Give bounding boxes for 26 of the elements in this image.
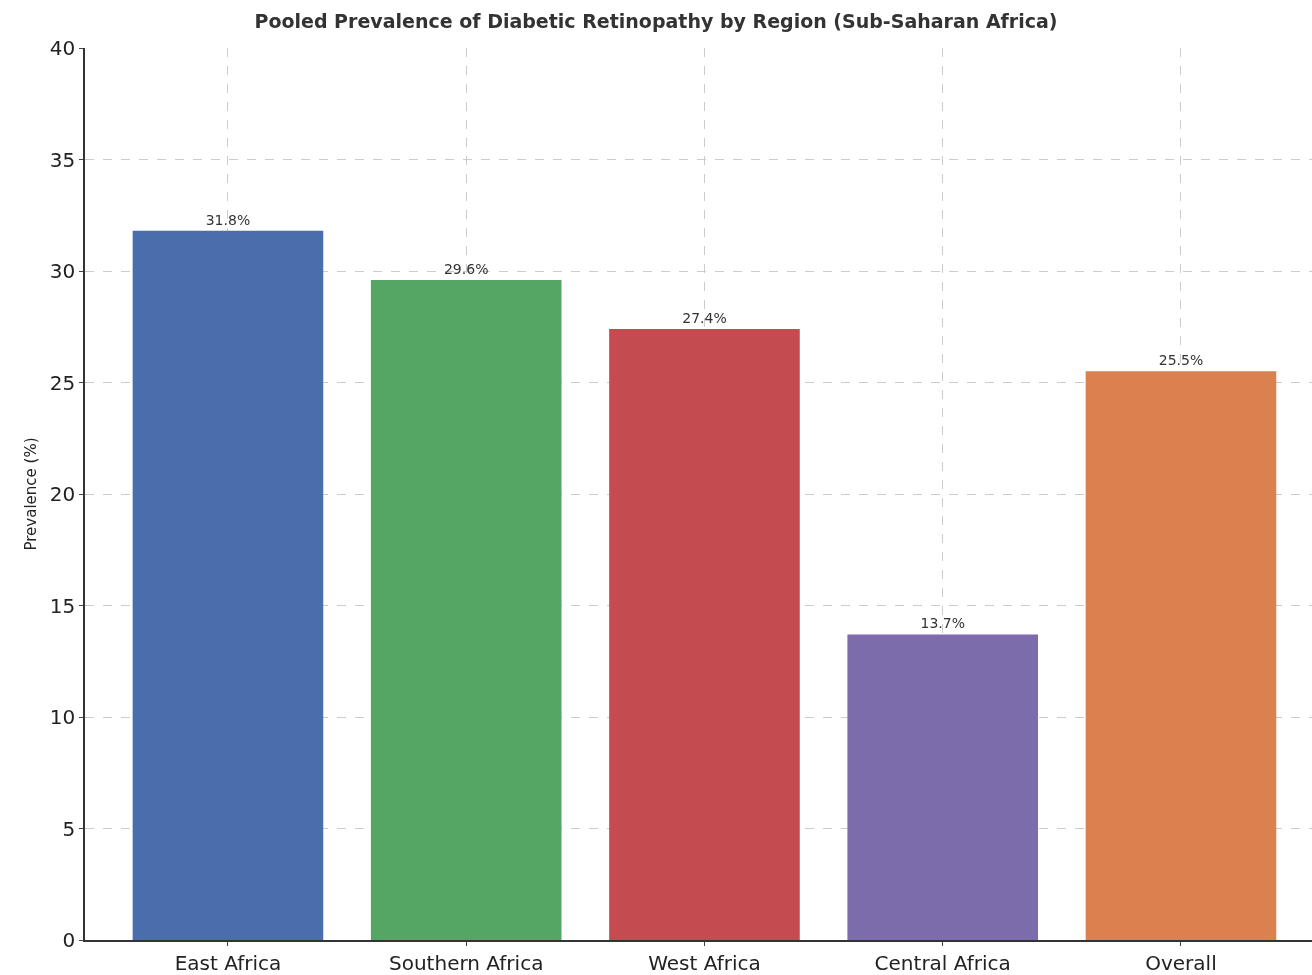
x-tick-label: Overall xyxy=(1145,950,1217,975)
y-tick-label: 15 xyxy=(49,593,76,618)
chart-title: Pooled Prevalence of Diabetic Retinopathy by Region (Sub-Saharan Africa) xyxy=(254,9,1058,32)
y-tick-label: 40 xyxy=(49,36,76,60)
data-label: 27.4% xyxy=(682,309,727,326)
bar xyxy=(370,279,562,940)
bar xyxy=(132,230,324,940)
x-tick-label: East Africa xyxy=(174,950,282,975)
y-tick-label: 25 xyxy=(49,370,76,395)
y-tick-label: 5 xyxy=(62,816,76,841)
x-tick-label: Southern Africa xyxy=(389,950,544,975)
y-tick-label: 30 xyxy=(49,259,76,283)
bar xyxy=(609,328,800,940)
x-tick-label: West Africa xyxy=(648,950,761,975)
y-tick-label: 10 xyxy=(49,705,76,729)
data-label: 25.5% xyxy=(1158,352,1204,369)
y-tick-label: 35 xyxy=(49,147,76,172)
y-tick-label: 20 xyxy=(49,482,76,506)
bar xyxy=(847,634,1039,940)
data-label: 31.8% xyxy=(205,211,251,228)
y-tick-label: 0 xyxy=(62,928,76,952)
data-label: 29.6% xyxy=(443,260,489,277)
data-label: 13.7% xyxy=(920,615,965,632)
y-axis-title: Prevalence (%) xyxy=(21,437,40,551)
bar xyxy=(1085,371,1277,940)
x-tick-label: Central Africa xyxy=(874,950,1011,975)
